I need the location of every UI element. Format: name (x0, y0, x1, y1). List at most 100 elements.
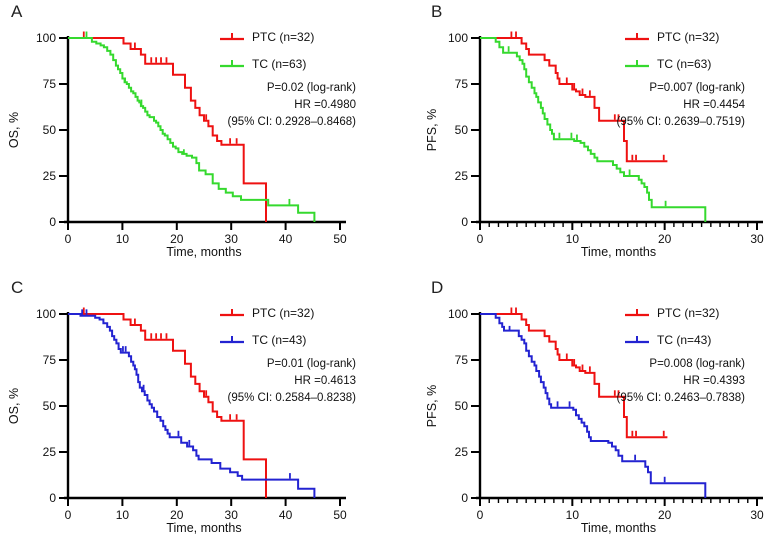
x-axis-label: Time, months (580, 521, 657, 535)
censor-line-icon (220, 309, 244, 317)
hazard-ratio: HR =0.4393 (683, 375, 745, 387)
svg-text:0: 0 (461, 215, 468, 229)
y-axis-label: OS, % (7, 387, 21, 425)
svg-text:75: 75 (43, 353, 57, 367)
svg-text:50: 50 (43, 123, 57, 137)
svg-text:50: 50 (455, 399, 469, 413)
confidence-interval: (95% CI: 0.2584–0.8238) (227, 392, 356, 404)
svg-text:100: 100 (36, 31, 56, 45)
stats-block: P=0.008 (log-rank) HR =0.4393 (95% CI: 0… (616, 356, 745, 407)
legend-item-ptc: PTC (n=32) (219, 29, 314, 45)
svg-text:50: 50 (43, 399, 57, 413)
panel-letter: B (431, 2, 443, 21)
censor-line-icon (625, 60, 649, 68)
svg-text:25: 25 (43, 445, 57, 459)
legend: PTC (n=32) TC (n=43) (219, 305, 314, 359)
hazard-ratio: HR =0.4980 (294, 99, 356, 111)
svg-text:25: 25 (43, 169, 57, 183)
legend-label: PTC (n=32) (252, 306, 315, 320)
svg-text:50: 50 (333, 232, 347, 246)
km-plot-os-subgroup: 0 10 20 30 40 50 0 25 50 75 100 (36, 307, 347, 522)
svg-text:0: 0 (65, 508, 72, 522)
legend-label: PTC (n=32) (252, 30, 315, 44)
legend: PTC (n=32) TC (n=63) (219, 29, 314, 83)
panel-C: 0 10 20 30 40 50 0 25 50 75 100 C OS, % PTC (n=32)… (0, 276, 388, 552)
svg-text:0: 0 (65, 232, 72, 246)
legend-label: TC (n=43) (657, 333, 712, 347)
svg-text:40: 40 (279, 232, 293, 246)
x-axis-label: Time, months (166, 245, 242, 259)
svg-text:50: 50 (333, 508, 347, 522)
panel-letter: D (431, 278, 444, 297)
km-plot-os-overall: 0 10 20 30 40 50 0 25 50 75 100 (36, 31, 347, 246)
censor-line-icon (220, 336, 244, 344)
svg-text:10: 10 (566, 508, 580, 522)
censor-line-icon (625, 33, 649, 41)
censor-line-icon (625, 309, 649, 317)
legend: PTC (n=32) TC (n=43) (624, 305, 719, 359)
svg-text:30: 30 (225, 508, 239, 522)
x-axis-label: Time, months (166, 521, 242, 535)
svg-text:0: 0 (49, 491, 56, 505)
p-value: P=0.007 (log-rank) (649, 82, 745, 94)
stats-block: P=0.02 (log-rank) HR =0.4980 (95% CI: 0.… (227, 80, 356, 131)
y-axis-label: OS, % (7, 111, 21, 149)
censor-line-icon (220, 33, 244, 41)
stats-block: P=0.007 (log-rank) HR =0.4454 (95% CI: 0… (616, 80, 745, 131)
legend-label: PTC (n=32) (657, 306, 720, 320)
svg-text:100: 100 (448, 31, 468, 45)
panel-letter: A (11, 2, 23, 21)
svg-text:30: 30 (225, 232, 239, 246)
svg-text:10: 10 (116, 232, 130, 246)
svg-text:20: 20 (658, 508, 672, 522)
svg-text:25: 25 (455, 445, 469, 459)
svg-text:25: 25 (455, 169, 469, 183)
panel-B: 0 10 20 30 0 25 50 75 100 B PFS, % PTC (n=32) TC… (388, 0, 775, 276)
censor-line-icon (625, 336, 649, 344)
svg-text:0: 0 (49, 215, 56, 229)
svg-text:100: 100 (36, 307, 56, 321)
svg-text:40: 40 (279, 508, 293, 522)
legend-label: PTC (n=32) (657, 30, 720, 44)
svg-text:100: 100 (448, 307, 468, 321)
svg-text:75: 75 (455, 353, 469, 367)
svg-text:0: 0 (477, 232, 484, 246)
legend: PTC (n=32) TC (n=63) (624, 29, 719, 83)
x-axis-label: Time, months (580, 245, 657, 259)
panel-letter: C (11, 278, 24, 297)
hazard-ratio: HR =0.4613 (294, 375, 356, 387)
stats-block: P=0.01 (log-rank) HR =0.4613 (95% CI: 0.… (227, 356, 356, 407)
y-axis-label: PFS, % (425, 108, 439, 152)
legend-item-ptc: PTC (n=32) (624, 305, 719, 321)
confidence-interval: (95% CI: 0.2463–0.7838) (616, 392, 745, 404)
p-value: P=0.008 (log-rank) (649, 358, 745, 370)
svg-text:0: 0 (477, 508, 484, 522)
legend-item-tc: TC (n=43) (219, 332, 314, 348)
svg-text:30: 30 (750, 232, 764, 246)
legend-item-tc: TC (n=43) (624, 332, 719, 348)
svg-text:30: 30 (750, 508, 764, 522)
svg-text:50: 50 (455, 123, 469, 137)
panel-D: 0 10 20 30 0 25 50 75 100 D PFS, % PTC (n=32) TC… (388, 276, 775, 552)
legend-item-ptc: PTC (n=32) (219, 305, 314, 321)
censor-line-icon (220, 60, 244, 68)
svg-text:20: 20 (170, 508, 184, 522)
confidence-interval: (95% CI: 0.2928–0.8468) (227, 116, 356, 128)
km-plot-pfs-subgroup: 0 10 20 30 0 25 50 75 100 (448, 307, 764, 522)
svg-text:0: 0 (461, 491, 468, 505)
legend-item-tc: TC (n=63) (624, 56, 719, 72)
p-value: P=0.01 (log-rank) (266, 358, 356, 370)
svg-text:75: 75 (455, 77, 469, 91)
svg-text:10: 10 (116, 508, 130, 522)
hazard-ratio: HR =0.4454 (683, 99, 745, 111)
legend-label: TC (n=63) (657, 57, 712, 71)
legend-label: TC (n=63) (252, 57, 307, 71)
svg-text:10: 10 (566, 232, 580, 246)
p-value: P=0.02 (log-rank) (266, 82, 356, 94)
legend-item-ptc: PTC (n=32) (624, 29, 719, 45)
y-axis-label: PFS, % (425, 384, 439, 428)
svg-text:20: 20 (658, 232, 672, 246)
confidence-interval: (95% CI: 0.2639–0.7519) (616, 116, 745, 128)
svg-text:20: 20 (170, 232, 184, 246)
